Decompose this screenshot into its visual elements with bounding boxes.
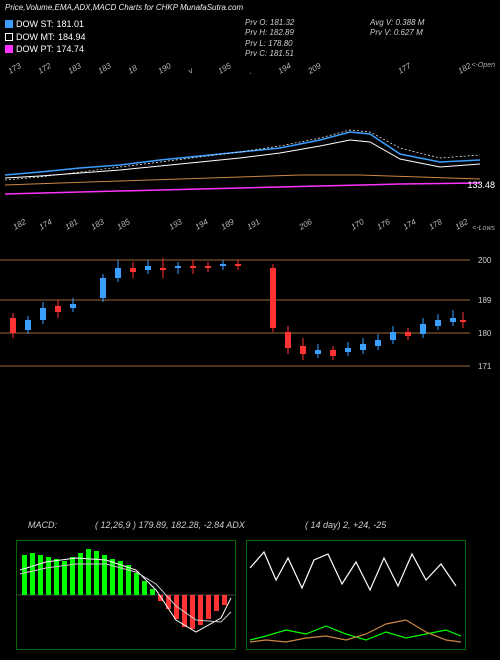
svg-text:183: 183 — [67, 61, 84, 76]
svg-text:173: 173 — [7, 61, 24, 76]
legend-st-swatch — [5, 20, 13, 28]
prv-open: Prv O: 181.32 — [245, 18, 294, 28]
macd-params: ( 12,26,9 ) 179.89, 182.28, -2.84 ADX — [95, 520, 245, 530]
svg-text:178: 178 — [428, 217, 445, 232]
svg-text:182: 182 — [454, 217, 471, 232]
svg-text:171: 171 — [478, 362, 492, 371]
svg-text:189: 189 — [220, 217, 237, 232]
chart-title: Price,Volume,EMA,ADX,MACD Charts for CHK… — [5, 3, 243, 12]
svg-text:193: 193 — [168, 217, 185, 232]
prv-high: Prv H: 182.89 — [245, 28, 294, 38]
legend-mt-value: 184.94 — [58, 31, 86, 44]
macd-title: MACD: — [28, 520, 57, 530]
prv-vol: Prv V: 0.627 M — [370, 28, 424, 38]
svg-text:189: 189 — [478, 296, 492, 305]
svg-text:v: v — [187, 65, 196, 75]
legend-pt-value: 174.74 — [57, 43, 85, 56]
price-last-tag: 133.48 — [467, 180, 495, 190]
legend-mt-swatch — [5, 33, 13, 41]
ema-svg: 173 172 183 183 18 190 v 195. 194 209 177 182 182 174… — [0, 60, 500, 240]
legend-st-label: DOW ST: — [16, 18, 54, 31]
svg-text:174: 174 — [38, 217, 55, 232]
legend-st-value: 181.01 — [57, 18, 85, 31]
svg-text:185: 185 — [116, 217, 133, 232]
legend-block: DOW ST: 181.01 DOW MT: 184.94 DOW PT: 17… — [5, 18, 86, 56]
svg-text:200: 200 — [478, 256, 492, 265]
svg-text:181: 181 — [64, 217, 80, 231]
svg-text:18: 18 — [127, 63, 140, 76]
svg-text:190: 190 — [157, 61, 174, 76]
svg-text:174: 174 — [402, 217, 419, 232]
svg-text:206: 206 — [297, 217, 314, 232]
svg-text:191: 191 — [246, 217, 262, 231]
legend-pt: DOW PT: 174.74 — [5, 43, 86, 56]
svg-text:.: . — [247, 67, 253, 76]
svg-text:170: 170 — [350, 217, 367, 232]
candle-chart: 200 189 180 171 — [0, 238, 500, 373]
adx-chart — [246, 540, 466, 650]
main-ema-chart: 173 172 183 183 18 190 v 195. 194 209 177 182 182 174… — [0, 60, 500, 240]
legend-pt-swatch — [5, 45, 13, 53]
svg-text:183: 183 — [90, 217, 107, 232]
svg-text:194: 194 — [194, 217, 211, 232]
svg-text:209: 209 — [306, 61, 323, 76]
prv-low: Prv L: 178.80 — [245, 39, 294, 49]
svg-text:183: 183 — [97, 61, 114, 76]
svg-text:195: 195 — [217, 61, 234, 76]
ohlc-info: Prv O: 181.32 Prv H: 182.89 Prv L: 178.8… — [245, 18, 294, 60]
volume-info: Avg V: 0.388 M Prv V: 0.627 M — [370, 18, 424, 39]
legend-pt-label: DOW PT: — [16, 43, 54, 56]
lows-axis-label: <-Lows — [472, 225, 495, 232]
macd-chart — [16, 540, 236, 650]
svg-text:176: 176 — [376, 217, 393, 232]
svg-text:172: 172 — [37, 61, 54, 76]
svg-text:177: 177 — [397, 61, 414, 76]
svg-text:194: 194 — [277, 61, 294, 76]
open-axis-label: <-Open — [471, 62, 495, 69]
svg-text:182: 182 — [12, 217, 29, 232]
svg-text:180: 180 — [478, 329, 492, 338]
adx-params: ( 14 day) 2, +24, -25 — [305, 520, 386, 530]
legend-st: DOW ST: 181.01 — [5, 18, 86, 31]
legend-mt-label: DOW MT: — [16, 31, 55, 44]
legend-mt: DOW MT: 184.94 — [5, 31, 86, 44]
avg-vol: Avg V: 0.388 M — [370, 18, 424, 28]
prv-close: Prv C: 181.51 — [245, 49, 294, 59]
